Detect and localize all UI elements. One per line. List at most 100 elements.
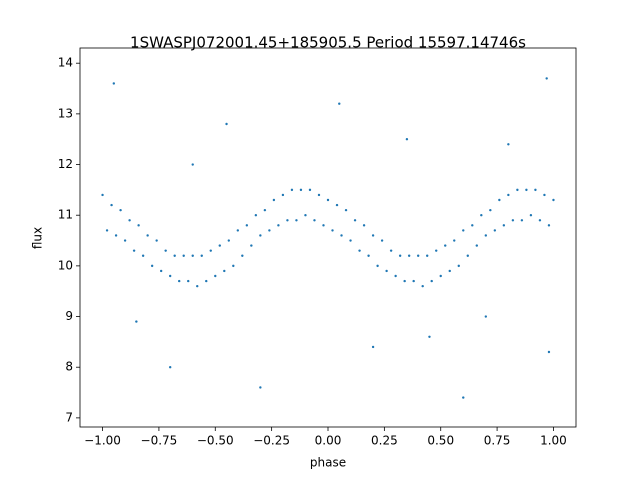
point <box>484 234 488 237</box>
y-tick-label: 7 <box>65 410 73 424</box>
point <box>304 214 307 217</box>
point <box>349 239 352 242</box>
point <box>214 274 217 278</box>
point <box>317 193 321 197</box>
point <box>114 234 118 237</box>
point <box>322 224 325 227</box>
point <box>457 264 460 268</box>
point <box>502 224 506 227</box>
point <box>538 219 542 222</box>
point <box>453 239 456 242</box>
point <box>516 188 519 192</box>
point <box>398 254 402 257</box>
point <box>308 188 312 192</box>
point <box>218 244 221 247</box>
y-tick-label: 10 <box>58 258 73 272</box>
point <box>101 193 104 197</box>
point <box>547 224 551 227</box>
point <box>241 254 244 257</box>
chart-title: 1SWASPJ072001.45+185905.5 Period 15597.1… <box>130 34 526 52</box>
x-tick-label: −0.75 <box>141 434 178 448</box>
point <box>340 234 343 237</box>
point <box>225 122 228 126</box>
point <box>191 163 194 166</box>
point <box>529 214 533 217</box>
point <box>394 274 397 278</box>
point <box>403 279 406 283</box>
point <box>480 214 483 217</box>
point <box>182 254 185 257</box>
point <box>259 386 262 389</box>
y-tick-label: 9 <box>65 309 73 323</box>
point <box>385 269 388 273</box>
point <box>331 229 334 232</box>
point <box>128 219 131 222</box>
point <box>426 254 429 257</box>
point <box>286 219 289 222</box>
x-tick-label: 1.00 <box>540 434 567 448</box>
point <box>205 279 208 283</box>
point <box>466 254 469 257</box>
point <box>435 249 438 252</box>
point <box>353 219 357 222</box>
point <box>159 269 163 273</box>
point <box>371 345 375 349</box>
point <box>405 138 409 141</box>
point <box>367 254 370 257</box>
point <box>421 284 424 288</box>
point <box>150 264 154 268</box>
point <box>484 315 488 318</box>
point <box>168 274 172 278</box>
point <box>112 82 116 85</box>
point <box>507 193 510 197</box>
point <box>338 102 341 105</box>
point <box>471 224 474 227</box>
point <box>187 279 190 283</box>
point <box>105 229 109 232</box>
point <box>430 279 433 283</box>
point <box>520 219 524 222</box>
point <box>507 143 510 146</box>
point <box>245 224 249 227</box>
y-tick-label: 11 <box>58 208 73 222</box>
x-tick-label: −0.50 <box>197 434 234 448</box>
point <box>389 249 393 252</box>
point <box>272 198 276 202</box>
point <box>376 264 379 268</box>
point <box>137 224 140 227</box>
point <box>295 219 298 222</box>
point <box>552 198 555 202</box>
point <box>173 254 176 257</box>
x-tick-label: 0.25 <box>371 434 398 448</box>
point <box>380 239 384 242</box>
point <box>200 254 203 257</box>
point <box>250 244 253 247</box>
point <box>290 188 294 192</box>
point <box>444 244 447 247</box>
point <box>263 208 267 212</box>
point <box>268 229 271 232</box>
y-tick-label: 12 <box>58 157 73 171</box>
point <box>416 254 420 257</box>
point <box>135 320 138 323</box>
point <box>335 203 339 207</box>
point <box>498 198 501 202</box>
x-tick-label: 0.50 <box>427 434 454 448</box>
point <box>412 279 415 283</box>
point <box>525 188 528 192</box>
point <box>448 269 451 273</box>
plot-frame <box>79 47 577 428</box>
x-tick-label: −1.00 <box>84 434 121 448</box>
point <box>178 279 181 283</box>
point <box>141 254 145 257</box>
point <box>223 269 226 273</box>
point <box>534 188 537 192</box>
point <box>299 188 303 192</box>
point <box>545 77 548 80</box>
point <box>547 350 551 354</box>
point <box>511 219 515 222</box>
point <box>462 396 465 399</box>
point <box>428 335 431 339</box>
point <box>254 214 258 217</box>
